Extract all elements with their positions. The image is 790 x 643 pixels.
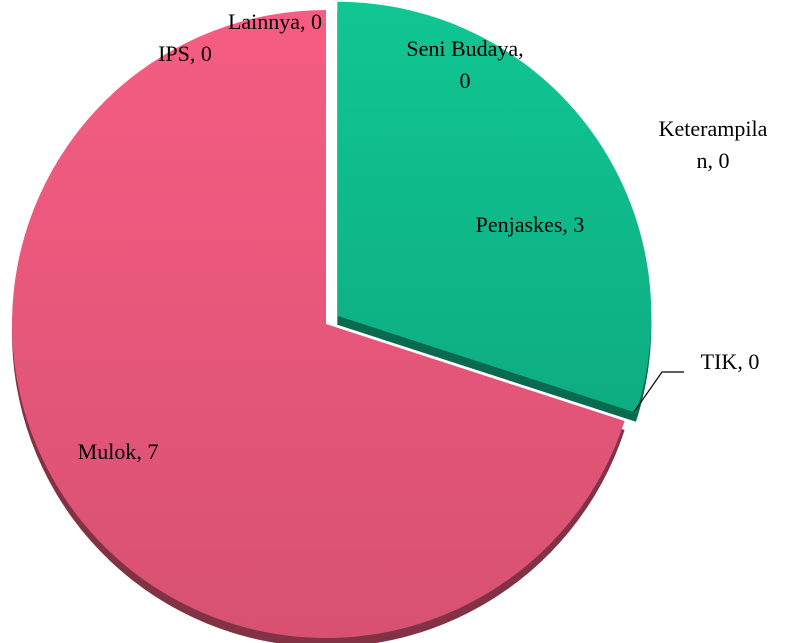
- data-label: Penjaskes, 3: [475, 212, 585, 237]
- data-label: Lainnya, 0: [227, 9, 323, 34]
- leader-line: [633, 371, 684, 413]
- data-label: TIK, 0: [700, 349, 760, 374]
- data-label: Keterampilan, 0: [658, 116, 768, 173]
- pie-slice: [337, 1, 652, 413]
- data-label: IPS, 0: [158, 41, 212, 66]
- pie-slice: [12, 10, 625, 639]
- data-label: Mulok, 7: [77, 439, 159, 464]
- data-label: Seni Budaya, 0: [406, 36, 524, 93]
